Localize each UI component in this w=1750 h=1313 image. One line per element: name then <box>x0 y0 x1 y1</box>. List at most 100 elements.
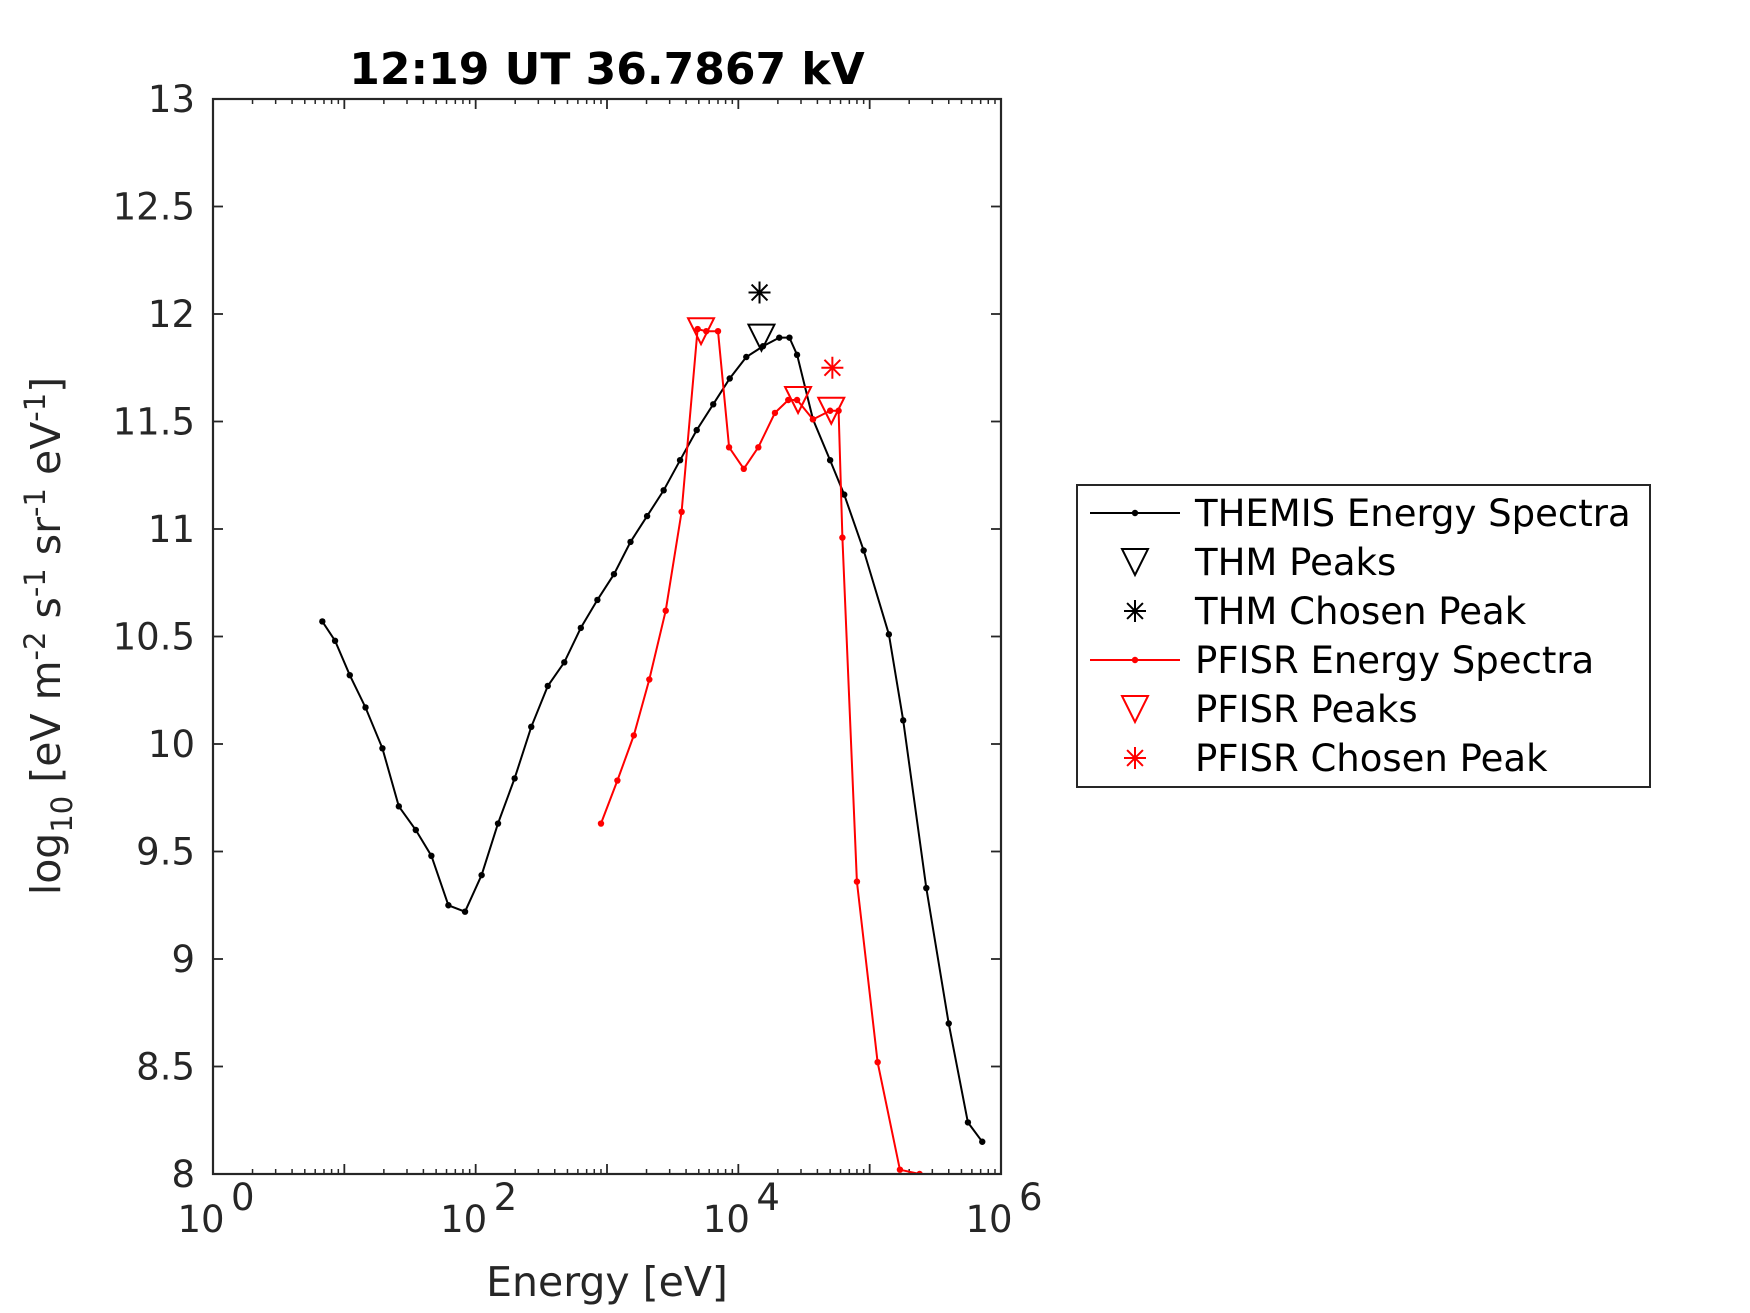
data-point <box>899 717 907 724</box>
y-label-sup-4: -1 <box>18 393 52 422</box>
legend-item: PFISR Peaks <box>1120 688 1418 731</box>
data-point <box>362 704 369 711</box>
x-tick-label: 10 <box>440 1198 487 1241</box>
data-point <box>826 457 834 464</box>
legend-asterisk <box>1124 747 1146 769</box>
data-point <box>561 659 568 666</box>
x-tick-label: 10 <box>965 1198 1012 1241</box>
legend-label: THEMIS Energy Spectra <box>1194 492 1631 535</box>
x-tick-label-exponent: 4 <box>756 1176 780 1219</box>
axes-box <box>211 97 1003 1176</box>
y-tick-label: 12.5 <box>113 186 195 229</box>
chosen-peak-marker <box>748 281 771 304</box>
data-point <box>627 538 634 546</box>
legend-dot <box>1131 656 1139 664</box>
y-tick-label: 13 <box>148 78 195 121</box>
series-3 <box>597 325 923 1174</box>
data-point <box>577 624 585 632</box>
data-point <box>874 1059 881 1066</box>
legend-dot <box>1131 509 1139 517</box>
data-point <box>676 457 684 464</box>
data-point <box>710 401 717 408</box>
x-tick-label: 10 <box>177 1198 224 1241</box>
y-tick-label: 9.5 <box>136 831 195 874</box>
data-point <box>743 353 750 361</box>
y-tick-label: 11.5 <box>113 401 195 444</box>
data-point <box>694 325 701 333</box>
data-point <box>511 775 518 782</box>
data-point <box>853 878 861 885</box>
data-point <box>379 745 386 752</box>
data-point <box>786 334 793 341</box>
y-label-sup-1: -2 <box>18 632 52 661</box>
chosen-peak-marker <box>821 356 844 379</box>
chart-title: 12:19 UT 36.7867 kV <box>349 44 864 95</box>
data-point <box>964 1119 972 1126</box>
data-point <box>630 732 638 739</box>
legend-triangle <box>1120 548 1150 578</box>
series-0 <box>319 334 986 1145</box>
y-tick-label: 10 <box>148 723 195 766</box>
x-axis-label: Energy [eV] <box>486 1258 728 1306</box>
data-point <box>678 508 685 515</box>
x-tick-label-exponent: 2 <box>494 1176 518 1219</box>
data-point <box>494 820 502 827</box>
y-label-sup-2: -1 <box>18 568 52 597</box>
data-point <box>614 777 621 784</box>
data-point <box>809 416 817 423</box>
data-point <box>412 826 419 834</box>
data-point <box>740 465 747 472</box>
data-point <box>793 351 801 359</box>
legend-item: PFISR Energy Spectra <box>1090 639 1594 682</box>
y-tick-label: 9 <box>171 938 195 981</box>
data-point <box>755 444 762 451</box>
data-point <box>461 908 469 915</box>
data-point <box>923 884 930 892</box>
data-point <box>662 607 669 614</box>
data-point <box>597 820 605 827</box>
legend-item: THEMIS Energy Spectra <box>1090 492 1631 535</box>
data-point <box>478 871 485 879</box>
data-point <box>776 334 783 341</box>
series-5 <box>821 356 844 379</box>
y-label-sub: 10 <box>45 796 79 833</box>
data-point <box>979 1138 986 1145</box>
x-tick-label-exponent: 0 <box>231 1176 255 1219</box>
y-tick-label: 8 <box>171 1153 195 1196</box>
legend-label: THM Chosen Peak <box>1194 590 1527 633</box>
legend-items: THEMIS Energy Spectra THM Peaks THM Chosen… <box>1090 492 1631 780</box>
data-point <box>528 723 535 730</box>
data-point <box>346 672 353 679</box>
legend-item: PFISR Chosen Peak <box>1124 737 1548 780</box>
y-label-sup-3: -1 <box>18 488 52 517</box>
data-point <box>841 491 848 498</box>
y-tick-label: 8.5 <box>136 1046 195 1089</box>
legend-triangle <box>1120 695 1150 725</box>
data-point <box>714 328 722 335</box>
asterisk-stroke <box>1126 749 1144 767</box>
asterisk-stroke <box>823 359 841 377</box>
legend-item: THM Peaks <box>1120 541 1396 584</box>
data-point <box>428 852 435 859</box>
peak-marker <box>686 317 716 347</box>
series-layer <box>319 281 986 1174</box>
legend-box <box>1076 484 1651 788</box>
data-point <box>544 682 551 690</box>
legend: THEMIS Energy Spectra THM Peaks THM Chosen… <box>1076 484 1651 788</box>
series-4 <box>686 317 846 426</box>
data-point <box>839 534 846 541</box>
y-tick-label: 11 <box>148 508 195 551</box>
legend-label: THM Peaks <box>1194 541 1396 584</box>
data-point <box>610 570 618 578</box>
legend-label: PFISR Energy Spectra <box>1195 639 1594 682</box>
data-point <box>693 426 700 434</box>
legend-asterisk <box>1124 600 1146 622</box>
peak-marker <box>746 323 777 353</box>
data-point <box>319 618 326 625</box>
data-point <box>643 512 651 520</box>
data-point <box>646 676 653 683</box>
data-point <box>771 409 779 417</box>
data-point <box>860 547 867 554</box>
